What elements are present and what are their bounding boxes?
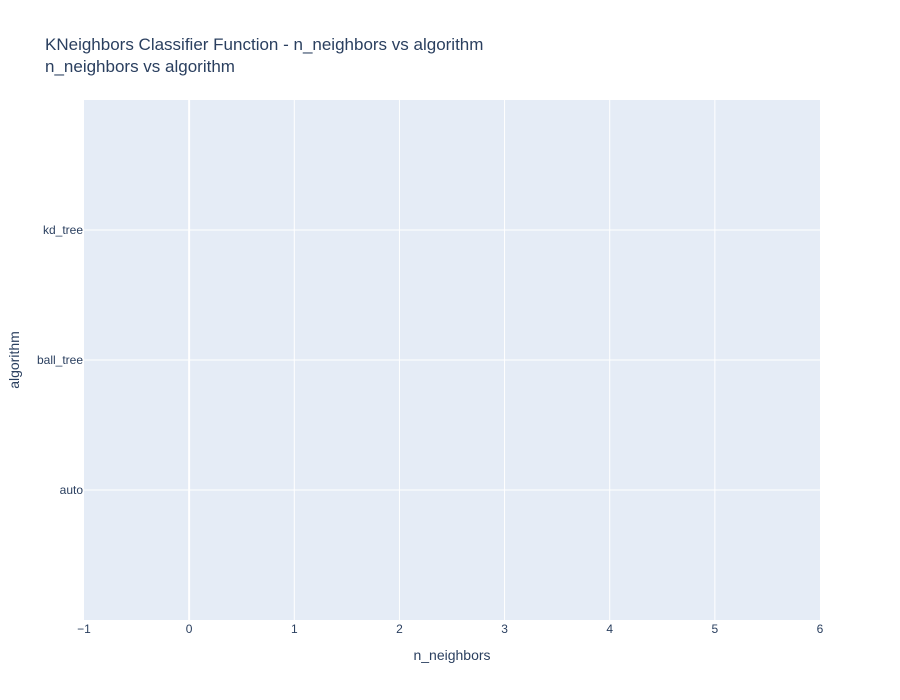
chart-subtitle: n_neighbors vs algorithm — [45, 57, 235, 76]
y-tick-label: kd_tree — [43, 223, 83, 237]
x-tick-label: 1 — [291, 622, 298, 636]
x-axis-label: n_neighbors — [413, 647, 490, 663]
x-tick-label: 5 — [712, 622, 719, 636]
y-axis-label: algorithm — [6, 331, 22, 389]
y-tick-label: auto — [60, 483, 84, 497]
y-tick-labels: auto ball_tree kd_tree — [37, 223, 83, 497]
y-tick-label: ball_tree — [37, 353, 83, 367]
chart-title: KNeighbors Classifier Function - n_neigh… — [45, 35, 484, 54]
x-tick-label: 6 — [817, 622, 824, 636]
x-tick-label: 4 — [606, 622, 613, 636]
x-tick-label: −1 — [77, 622, 91, 636]
x-tick-labels: −1 0 1 2 3 4 5 6 — [77, 622, 824, 636]
x-tick-label: 2 — [396, 622, 403, 636]
grid-lines — [84, 100, 820, 620]
x-tick-label: 0 — [186, 622, 193, 636]
x-tick-label: 3 — [501, 622, 508, 636]
chart-title-block: KNeighbors Classifier Function - n_neigh… — [45, 34, 483, 78]
